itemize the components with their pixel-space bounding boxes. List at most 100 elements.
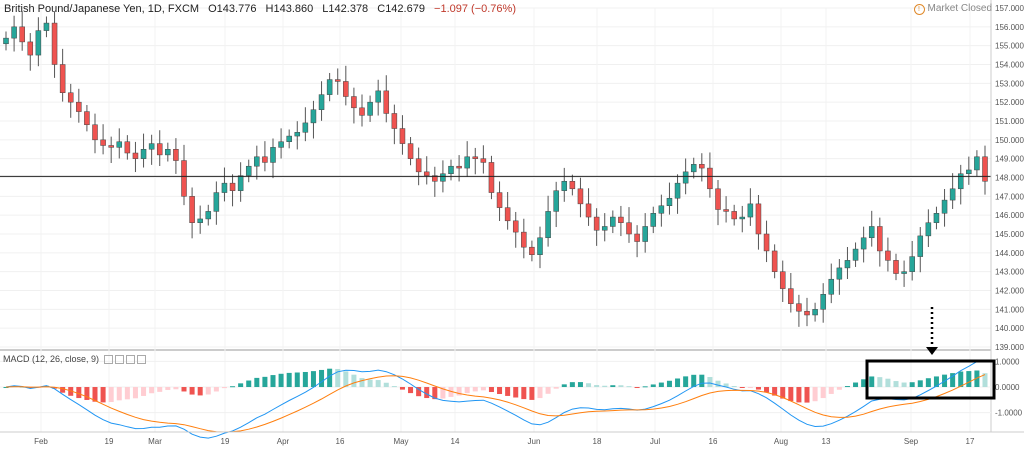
macd-histogram-bar xyxy=(383,382,389,388)
price-tick-label: 156.000 xyxy=(995,23,1024,32)
candles xyxy=(3,11,988,327)
market-status: ! Market Closed xyxy=(913,3,992,15)
candle-down xyxy=(51,22,58,65)
macd-histogram-bar xyxy=(780,387,786,399)
price-tick-label: 151.000 xyxy=(995,117,1024,126)
macd-histogram-bar xyxy=(626,386,632,388)
low-value: L142.378 xyxy=(322,3,369,15)
axis-bg xyxy=(991,0,1024,450)
candle-up xyxy=(148,143,155,150)
macd-histogram-bar xyxy=(440,387,446,399)
candle-down xyxy=(982,156,988,182)
time-tick-label: 17 xyxy=(966,437,975,446)
macd-histogram-bar xyxy=(302,371,308,388)
candle-down xyxy=(92,124,98,141)
macd-histogram-bar xyxy=(456,387,462,396)
macd-histogram-bar xyxy=(537,387,543,399)
macd-histogram-bar xyxy=(675,378,681,388)
candle-down xyxy=(108,145,114,148)
macd-histogram-bar xyxy=(416,387,422,397)
macd-histogram-bar xyxy=(739,387,745,389)
candle-up xyxy=(205,211,212,220)
candle-down xyxy=(359,107,365,116)
candle-up xyxy=(739,216,746,220)
candle-up xyxy=(860,237,867,250)
candle-down xyxy=(334,79,341,82)
symbol-label[interactable]: British Pound/Japanese Yen, 1D, FXCM xyxy=(4,3,200,15)
macd-histogram-bar xyxy=(731,386,737,388)
macd-histogram-bar xyxy=(634,387,640,389)
candle-up xyxy=(221,182,228,193)
candle-up xyxy=(367,101,373,116)
candle-up xyxy=(974,156,980,171)
close-icon[interactable] xyxy=(125,355,135,365)
clock-icon: ! xyxy=(913,4,925,15)
time-tick-label: 19 xyxy=(221,437,230,446)
candle-up xyxy=(901,271,907,274)
price-tick-label: 153.000 xyxy=(995,79,1024,88)
candle-up xyxy=(844,260,851,269)
macd-histogram-bar xyxy=(497,387,503,395)
candle-down xyxy=(67,92,74,103)
macd-histogram-bar xyxy=(707,376,713,388)
candle-up xyxy=(909,256,915,272)
macd-histogram-bar xyxy=(577,382,583,388)
macd-histogram-bar xyxy=(764,387,770,393)
price-tick-label: 145.000 xyxy=(995,230,1024,239)
macd-histogram-bar xyxy=(399,387,405,390)
macd-histogram-bar xyxy=(885,378,891,388)
current-price-line: 148.059 xyxy=(0,169,1024,184)
time-tick-label: Jul xyxy=(650,437,660,446)
candle-up xyxy=(165,149,171,156)
time-tick-label: Feb xyxy=(34,437,48,446)
candle-down xyxy=(84,111,90,126)
candle-up xyxy=(949,188,956,201)
time-tick-label: Apr xyxy=(277,437,290,446)
candle-down xyxy=(76,101,82,112)
macd-histogram-bar xyxy=(925,378,931,388)
macd-histogram-bar xyxy=(699,374,705,388)
macd-histogram-bar xyxy=(796,387,802,403)
macd-histogram-bar xyxy=(181,387,187,392)
candle-down xyxy=(893,260,899,274)
candle-up xyxy=(925,222,932,237)
candle-up xyxy=(933,213,940,223)
candle-down xyxy=(229,182,236,191)
macd-histogram-bar xyxy=(246,380,252,388)
macd-histogram-bar xyxy=(173,387,179,390)
candle-down xyxy=(262,156,268,163)
settings-icon[interactable] xyxy=(114,355,124,365)
price-tick-label: 144.000 xyxy=(995,249,1024,258)
candle-down xyxy=(19,26,25,43)
macd-histogram-bar xyxy=(602,385,608,388)
macd-histogram-bar xyxy=(351,374,357,388)
candle-down xyxy=(512,220,519,233)
price-tick-label: 148.000 xyxy=(995,174,1024,183)
highlight-box xyxy=(865,359,996,400)
macd-histogram-bar xyxy=(375,380,381,388)
macd-histogram-bar xyxy=(618,385,624,388)
candle-up xyxy=(302,122,309,133)
candle-down xyxy=(699,164,705,169)
macd-histogram-bar xyxy=(488,387,494,393)
candle-down xyxy=(569,181,576,190)
price-tick-label: 154.000 xyxy=(995,61,1024,70)
candle-down xyxy=(383,90,390,114)
macd-histogram-bar xyxy=(747,387,753,389)
candle-up xyxy=(941,199,948,214)
candle-up xyxy=(440,173,446,182)
more-icon[interactable] xyxy=(136,355,146,365)
candle-up xyxy=(11,26,17,39)
eye-icon[interactable] xyxy=(103,355,113,365)
macd-histogram-bar xyxy=(286,372,292,388)
macd-histogram-bar xyxy=(772,387,778,396)
macd-histogram-bar xyxy=(213,387,219,392)
candle-up xyxy=(852,248,859,261)
macd-histogram-bar xyxy=(788,387,794,402)
candle-up xyxy=(294,132,301,137)
macd-histogram-bar xyxy=(319,369,325,388)
macd-histogram-bar xyxy=(853,382,859,388)
macd-histogram-bar xyxy=(950,373,956,388)
candle-down xyxy=(399,128,406,144)
